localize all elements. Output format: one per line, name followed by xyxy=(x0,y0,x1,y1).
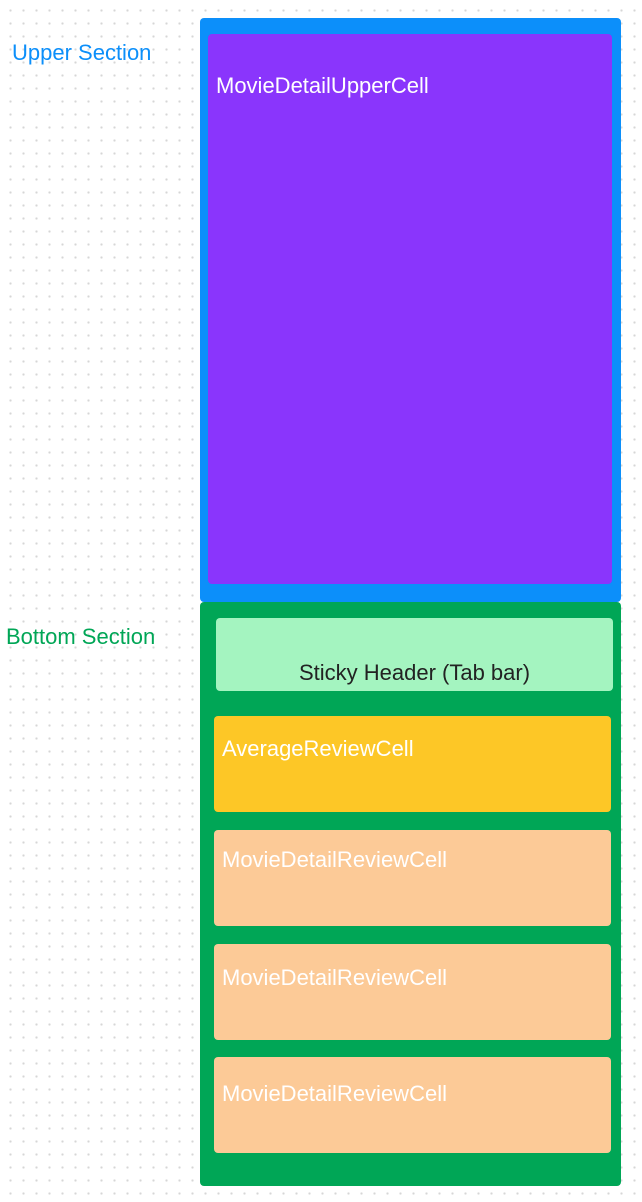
upper-section: MovieDetailUpperCell xyxy=(200,18,621,602)
movie-detail-review-cell: MovieDetailReviewCell xyxy=(214,830,611,926)
average-review-cell-label: AverageReviewCell xyxy=(222,736,414,761)
upper-section-label: Upper Section xyxy=(12,40,152,65)
movie-detail-review-cell-label: MovieDetailReviewCell xyxy=(222,1081,447,1106)
movie-detail-review-cell-label: MovieDetailReviewCell xyxy=(222,847,447,872)
bottom-section: Sticky Header (Tab bar) AverageReviewCel… xyxy=(200,602,621,1186)
movie-detail-review-cell: MovieDetailReviewCell xyxy=(214,944,611,1040)
sticky-header-label: Sticky Header (Tab bar) xyxy=(298,660,531,685)
bottom-section-label: Bottom Section xyxy=(6,624,156,649)
movie-detail-review-cell-label: MovieDetailReviewCell xyxy=(222,965,447,990)
movie-detail-upper-cell-label: MovieDetailUpperCell xyxy=(216,73,429,98)
sticky-header-tab-bar: Sticky Header (Tab bar) xyxy=(216,618,613,691)
movie-detail-review-cell: MovieDetailReviewCell xyxy=(214,1057,611,1153)
movie-detail-upper-cell: MovieDetailUpperCell xyxy=(208,34,612,584)
average-review-cell: AverageReviewCell xyxy=(214,716,611,812)
